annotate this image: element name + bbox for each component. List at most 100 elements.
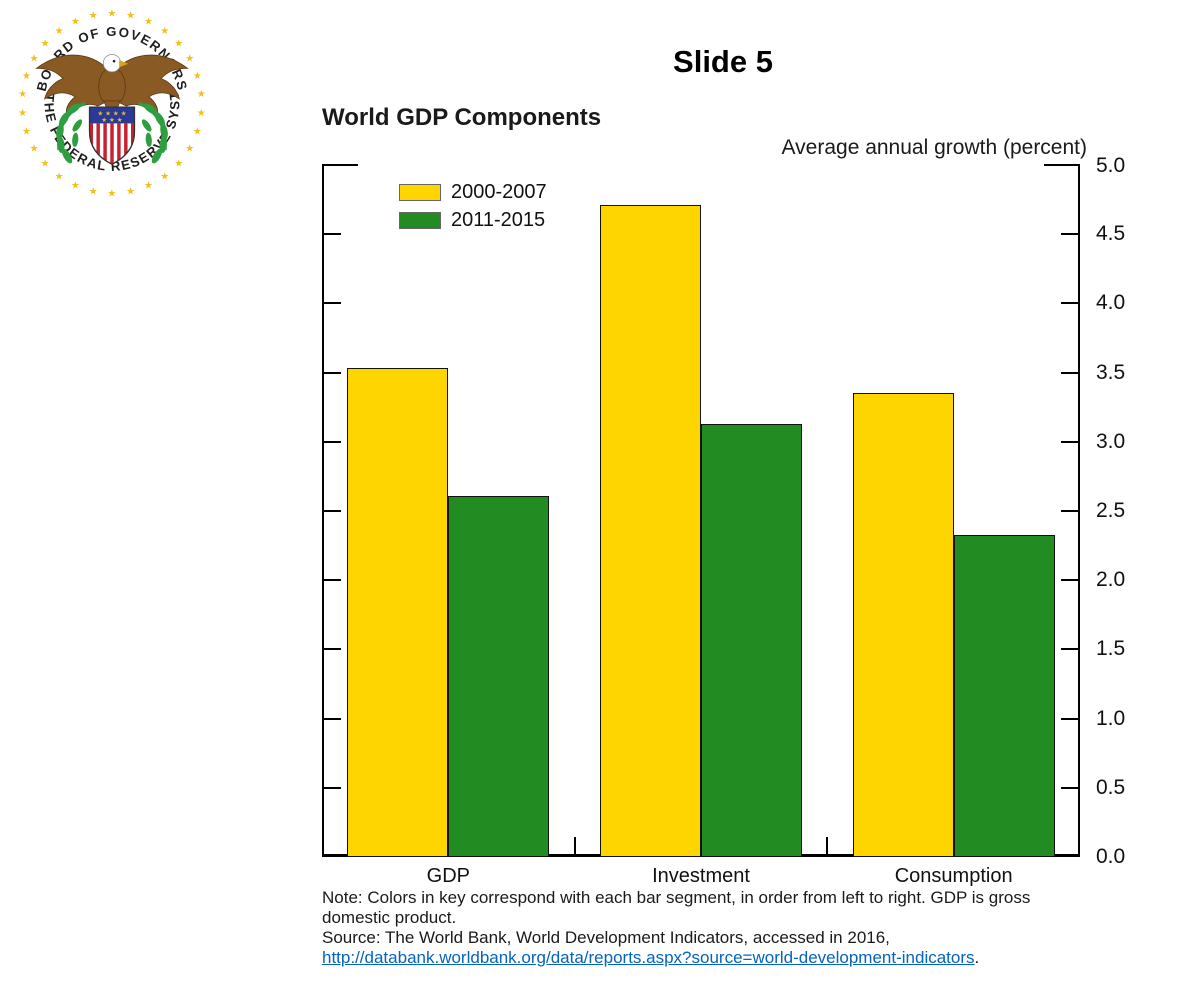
shield-stripe xyxy=(117,123,121,165)
y-tick-right xyxy=(1061,510,1080,512)
note-line-1: Note: Colors in key correspond with each… xyxy=(322,888,1031,907)
seal-star-icon: ★ xyxy=(41,159,50,170)
y-tick-right xyxy=(1061,786,1080,789)
y-tick-right xyxy=(1061,579,1080,582)
seal-star-icon: ★ xyxy=(71,16,80,27)
link-period: . xyxy=(974,948,980,967)
y-tick-left xyxy=(322,302,341,305)
source-link-line: http://databank.worldbank.org/data/repor… xyxy=(322,948,1082,968)
seal-star-icon: ★ xyxy=(197,108,206,119)
chart-notes: Note: Colors in key correspond with each… xyxy=(322,888,1082,968)
y-tick-label: 2.5 xyxy=(1096,499,1126,522)
seal-star-icon: ★ xyxy=(126,186,135,197)
y-tick-left xyxy=(322,717,341,720)
y-tick-label: 4.0 xyxy=(1096,291,1126,315)
bar-consumption-2000-2007 xyxy=(852,393,954,857)
legend-swatch-icon xyxy=(399,211,441,229)
seal-star-icon: ★ xyxy=(55,171,64,182)
seal-star-icon: ★ xyxy=(89,186,98,197)
svg-text:★ ★ ★: ★ ★ ★ xyxy=(101,116,123,124)
legend-label: 2011-2015 xyxy=(451,209,546,231)
legend-row: 2011-2015 xyxy=(399,210,547,230)
y-tick-left xyxy=(322,579,341,582)
y-tick-right xyxy=(1061,648,1080,651)
seal-star-icon: ★ xyxy=(174,38,183,49)
note-line-2: domestic product. xyxy=(322,908,457,927)
svg-text:★ ★ ★ ★: ★ ★ ★ ★ xyxy=(97,109,126,117)
source-line: Source: The World Bank, World Developmen… xyxy=(322,928,890,947)
y-tick-label: 1.5 xyxy=(1096,637,1126,661)
seal-star-icon: ★ xyxy=(160,171,169,182)
bar-gdp-2011-2015 xyxy=(448,495,550,857)
seal-star-icon: ★ xyxy=(144,16,153,27)
x-category-label: Investment xyxy=(652,865,750,887)
source-link[interactable]: http://databank.worldbank.org/data/repor… xyxy=(322,948,975,967)
y-tick-label: 4.5 xyxy=(1096,222,1126,246)
seal-star-icon: ★ xyxy=(193,71,202,82)
x-category-label: GDP xyxy=(426,865,471,887)
seal-star-icon: ★ xyxy=(197,89,206,100)
y-axis-unit-label: Average annual growth (percent) xyxy=(781,136,1087,159)
seal-star-icon: ★ xyxy=(160,26,169,37)
seal-star-icon: ★ xyxy=(174,159,183,170)
legend-swatch-icon xyxy=(399,183,441,201)
y-tick-left xyxy=(322,786,341,789)
seal-star-icon: ★ xyxy=(144,181,153,192)
y-tick-left xyxy=(322,440,341,443)
y-tick-label: 0.0 xyxy=(1096,845,1126,868)
seal-star-icon: ★ xyxy=(30,143,39,154)
chart-title: World GDP Components xyxy=(322,104,602,131)
slide-title: Slide 5 xyxy=(673,44,773,79)
y-tick-right xyxy=(1061,371,1080,374)
y-tick-right xyxy=(1061,302,1080,305)
y-tick-label: 0.5 xyxy=(1096,775,1126,799)
bar-gdp-2000-2007 xyxy=(347,368,449,857)
y-tick-left xyxy=(322,164,358,166)
shield-stripe xyxy=(110,123,114,165)
y-tick-label: 3.0 xyxy=(1096,429,1126,453)
bar-investment-2000-2007 xyxy=(599,205,701,857)
y-tick-right xyxy=(1061,233,1080,236)
seal-star-icon: ★ xyxy=(30,54,39,65)
seal-star-icon: ★ xyxy=(18,89,27,100)
y-tick-left xyxy=(322,510,341,512)
y-tick-left xyxy=(322,233,341,236)
x-category-label: Consumption xyxy=(894,865,1013,887)
bar-investment-2011-2015 xyxy=(701,423,803,857)
seal-star-ring: ★ ★★★★★★★★★★★★★★★★★★★★★★★★★★★★★ xyxy=(18,9,206,200)
legend-row: 2000-2007 xyxy=(399,182,547,202)
plot-area: 2000-2007 2011-2015 0.0 0.5 1.0 1.5 2.0 2.5 3.0… xyxy=(322,154,1125,887)
y-tick-right xyxy=(1061,717,1080,720)
seal-star-icon: ★ xyxy=(185,143,194,154)
shield-icon: ★ ★ ★ ★ ★ ★ ★ xyxy=(88,106,136,165)
seal-star-icon: ★ xyxy=(107,188,116,199)
y-tick-label: 2.0 xyxy=(1096,568,1126,592)
seal-star-icon: ★ xyxy=(89,11,98,22)
seal-star-icon: ★ xyxy=(22,71,31,82)
seal-star-icon: ★ xyxy=(193,126,202,137)
y-tick-right xyxy=(1044,164,1080,166)
x-group-separator-tick xyxy=(573,837,576,854)
seal-star-icon: ★ xyxy=(71,181,80,192)
seal-star-icon: ★ xyxy=(18,108,27,119)
shield-stripe xyxy=(103,123,107,165)
shield-stripe xyxy=(124,123,128,165)
y-tick-left xyxy=(322,648,341,651)
seal-star-icon: ★ xyxy=(185,54,194,65)
y-tick-label: 3.5 xyxy=(1096,360,1126,384)
seal-star-icon: ★ xyxy=(126,11,135,22)
seal-star-icon: ★ xyxy=(41,38,50,49)
federal-reserve-seal: ★★★★★★★★★★★★★★★★★★★★★★★★★★★★★★ • BOARD O… xyxy=(14,5,206,200)
y-tick-label: 5.0 xyxy=(1096,154,1126,177)
y-tick-right xyxy=(1061,440,1080,443)
chart-legend: 2000-2007 2011-2015 xyxy=(399,182,547,238)
seal-star-icon: ★ xyxy=(55,26,64,37)
bar-consumption-2011-2015 xyxy=(953,534,1055,857)
seal-star-icon: ★ xyxy=(22,126,31,137)
y-tick-label: 1.0 xyxy=(1096,706,1126,730)
seal-star-icon: ★ xyxy=(107,9,116,20)
x-group-separator-tick xyxy=(826,837,829,854)
shield-stripe xyxy=(96,123,100,165)
legend-label: 2000-2007 xyxy=(451,181,547,203)
y-tick-left xyxy=(322,371,341,374)
